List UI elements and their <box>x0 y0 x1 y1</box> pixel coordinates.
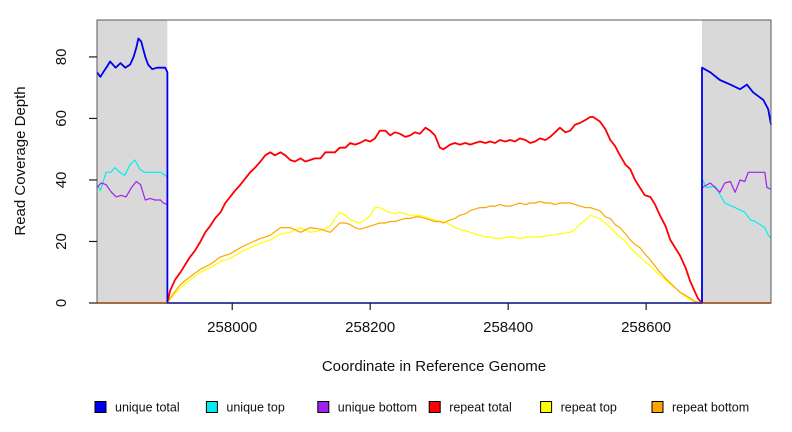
legend-item: repeat top <box>540 401 617 415</box>
legend-label: unique total <box>115 401 180 415</box>
series-line-repeat-total <box>97 116 771 304</box>
y-tick-label: 0 <box>53 299 70 307</box>
series-line-repeat-top <box>97 207 771 304</box>
y-axis-ticks: 0 20 40 60 80 <box>53 49 97 307</box>
plot-box <box>96 19 772 304</box>
legend-item: unique top <box>205 401 285 415</box>
legend-item: unique total <box>94 401 180 415</box>
series-line-unique-top <box>96 159 772 304</box>
legend-item: repeat total <box>428 401 512 415</box>
legend-swatch <box>205 401 218 413</box>
legend-item: unique bottom <box>317 401 417 415</box>
x-tick-label: 258000 <box>207 319 257 336</box>
series-line-unique-total <box>96 37 772 304</box>
legend: unique total unique top unique bottom repea… <box>94 401 749 415</box>
legend-swatch <box>651 401 664 413</box>
shaded-regions <box>97 20 771 303</box>
legend-swatch <box>317 401 330 413</box>
y-tick-label: 20 <box>53 233 70 250</box>
legend-label: unique top <box>226 401 284 415</box>
y-tick-label: 40 <box>53 172 70 189</box>
data-series <box>96 37 772 304</box>
plot-border <box>96 19 772 304</box>
y-axis-title: Read Coverage Depth <box>12 86 29 235</box>
legend-label: repeat bottom <box>672 401 749 415</box>
shaded-region <box>702 20 771 303</box>
x-tick-label: 258400 <box>483 319 533 336</box>
x-tick-label: 258600 <box>621 319 671 336</box>
x-axis-title: Coordinate in Reference Genome <box>322 358 546 375</box>
shaded-region <box>97 20 168 303</box>
x-tick-label: 258200 <box>345 319 395 336</box>
legend-label: repeat top <box>561 401 617 415</box>
y-tick-label: 60 <box>53 110 70 127</box>
series-line-repeat-bottom <box>97 200 771 304</box>
legend-label: repeat total <box>449 401 512 415</box>
legend-swatch <box>540 401 553 413</box>
legend-swatch <box>428 401 441 413</box>
legend-label: unique bottom <box>338 401 417 415</box>
legend-swatch <box>94 401 107 413</box>
y-tick-label: 80 <box>53 49 70 66</box>
legend-item: repeat bottom <box>651 401 749 415</box>
x-axis-ticks: 258000 258200 258400 258600 <box>207 303 671 336</box>
